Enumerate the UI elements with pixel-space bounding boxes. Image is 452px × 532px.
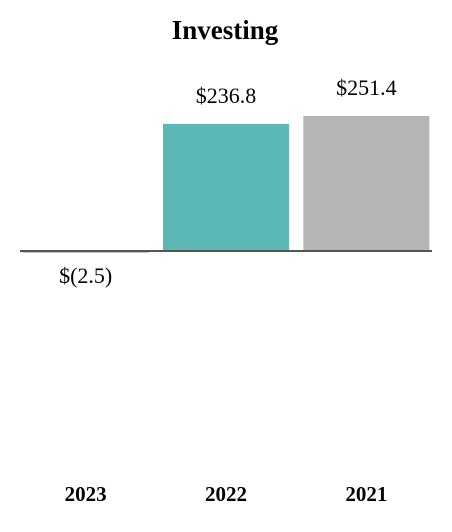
bar [163,123,289,251]
value-label: $251.4 [336,75,397,100]
x-tick-label: 2022 [205,482,247,506]
bar [303,116,430,251]
x-tick-label: 2023 [65,482,107,506]
x-tick-label: 2021 [345,482,387,506]
value-label: $(2.5) [59,263,112,288]
value-label: $236.8 [196,83,257,108]
chart-title: Investing [172,15,279,45]
